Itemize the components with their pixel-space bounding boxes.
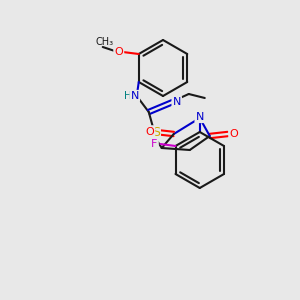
Text: N: N xyxy=(172,97,181,107)
Text: O: O xyxy=(146,127,154,137)
Text: O: O xyxy=(114,47,123,57)
Text: N: N xyxy=(196,112,204,122)
Text: O: O xyxy=(230,129,238,139)
Text: N: N xyxy=(130,91,139,101)
Text: H: H xyxy=(124,91,132,101)
Text: CH₃: CH₃ xyxy=(96,37,114,47)
Text: F: F xyxy=(151,139,158,149)
Text: S: S xyxy=(152,127,160,140)
